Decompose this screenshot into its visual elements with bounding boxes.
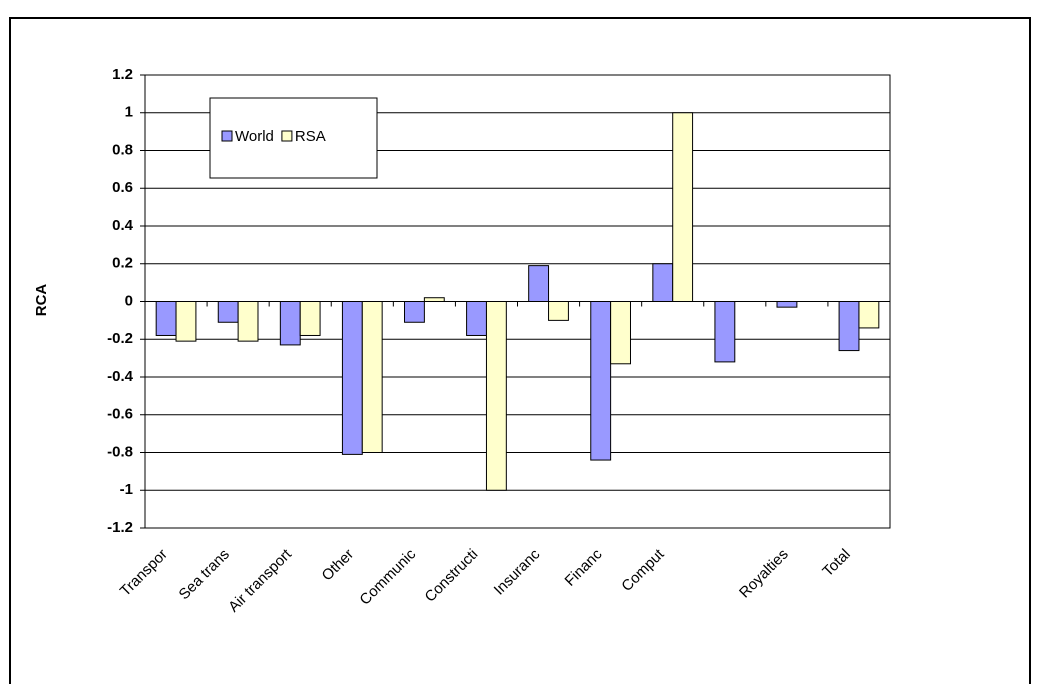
y-tick-label: -0.6 <box>107 406 133 423</box>
bar <box>590 301 612 461</box>
legend-label: World <box>235 128 274 145</box>
bar <box>838 301 860 352</box>
y-tick-label: 0.8 <box>112 141 133 158</box>
legend-label: RSA <box>295 128 326 145</box>
bar <box>237 301 259 342</box>
y-tick-label: -0.2 <box>107 330 133 347</box>
bar <box>423 297 445 303</box>
bar <box>485 301 507 491</box>
bar <box>672 112 694 302</box>
bar <box>361 301 383 453</box>
bar <box>858 301 880 329</box>
y-tick-label: 1 <box>125 104 133 121</box>
legend-box <box>209 97 378 179</box>
y-tick-label: -1 <box>120 481 133 498</box>
bar <box>155 301 177 336</box>
bar <box>776 301 798 308</box>
y-tick-label: -0.8 <box>107 443 133 460</box>
y-axis-label: RCA <box>33 284 50 317</box>
bar <box>466 301 487 336</box>
y-tick-label: 0.2 <box>112 255 133 272</box>
y-tick-label: 1.2 <box>112 66 133 83</box>
bar <box>652 263 674 302</box>
y-tick-label: -1.2 <box>107 519 133 536</box>
y-tick-label: 0 <box>125 292 133 309</box>
bar <box>404 301 425 323</box>
bar <box>610 301 631 365</box>
bar <box>217 301 239 323</box>
bar <box>279 301 301 346</box>
bar <box>548 301 569 321</box>
bar <box>528 265 550 303</box>
bar <box>299 301 321 336</box>
y-tick-label: 0.4 <box>112 217 134 234</box>
bar <box>175 301 197 342</box>
legend-swatch <box>281 130 293 142</box>
bar <box>714 301 736 363</box>
legend-swatch <box>221 130 233 142</box>
y-tick-label: -0.4 <box>107 368 134 385</box>
y-tick-label: 0.6 <box>112 179 133 196</box>
legend: World RSA <box>209 97 378 179</box>
bar <box>341 301 363 455</box>
